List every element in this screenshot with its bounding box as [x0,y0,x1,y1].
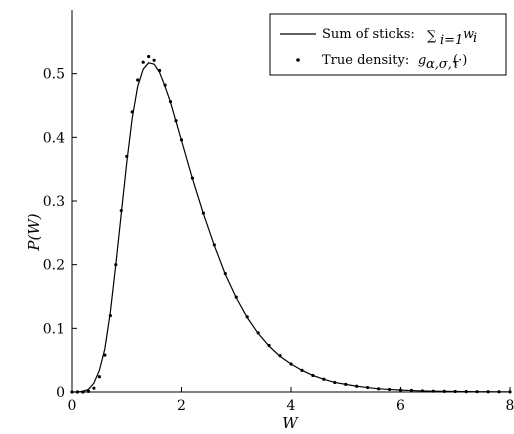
legend: Sum of sticks: ∑ i=1 w i True density: g… [269,13,507,76]
true-density-point [300,368,304,372]
legend-dot-g: g [418,53,426,68]
y-tick-label: 0.1 [43,321,65,337]
true-density-point [81,390,85,394]
true-density-point [201,211,205,215]
legend-line-label: Sum of sticks: [322,27,415,42]
x-tick-label: 6 [396,398,405,414]
y-tick-label: 0.3 [43,194,65,210]
true-density-point [234,295,238,299]
true-density-point [289,362,293,366]
true-density-point [86,389,91,393]
true-density-point [141,60,145,64]
true-density-point [278,354,282,358]
true-density-point [163,83,167,87]
true-density-point [190,176,195,180]
true-density-point [152,58,156,62]
series-layer [70,54,512,394]
true-density-point [223,271,227,276]
true-density-point [486,390,490,394]
legend-dot-g-subscript: α,σ,τ [426,57,460,72]
x-tick-label: 0 [68,398,77,414]
true-density-point [420,389,424,393]
ticks: 0 2 4 6 8 0 0.1 0.2 0.3 0.4 0.5 [43,67,514,414]
true-density-point [508,390,512,394]
true-density-point [168,100,173,104]
true-density-point [174,119,178,123]
true-density-point [147,54,151,59]
x-tick-label: 2 [177,398,186,414]
true-density-point [497,390,501,394]
true-density-point [344,382,348,386]
x-tick-label: 4 [287,398,296,414]
sum-of-sticks-line [72,62,511,393]
true-density-point [333,380,337,385]
x-tick-label: 8 [506,398,514,414]
legend-dot-swatch [296,58,300,62]
true-density-point [97,375,101,379]
true-density-point [256,331,260,335]
true-density-point [366,385,370,390]
true-density-point [409,388,414,393]
true-density-point [179,138,184,142]
true-density-point [212,243,216,247]
true-density-point [355,384,359,388]
true-density-point [398,388,403,392]
legend-dot-label: True density: [322,53,409,68]
legend-line-w: w [463,27,474,42]
legend-dot-arg: (·) [453,53,467,68]
y-tick-label: 0 [56,385,65,401]
true-density-point [119,208,123,213]
true-density-point [245,315,249,319]
true-density-point [158,68,162,73]
y-tick-label: 0.5 [43,67,65,83]
true-density-point [442,389,446,393]
true-density-point [475,390,479,394]
y-axis-label: P(W) [25,213,43,251]
y-tick-label: 0.4 [43,130,65,146]
true-density-point [377,387,381,391]
true-density-point [75,390,80,394]
x-axis-label: W [282,414,299,432]
true-density-point [125,154,129,159]
true-density-point [322,377,326,381]
true-density-point [92,386,96,390]
true-density-point [114,263,118,267]
true-density-point [453,389,457,394]
true-density-point [136,78,140,82]
true-density-point [267,343,271,348]
legend-line-sum-subscript: i=1 [440,33,463,48]
true-density-point [387,387,392,392]
y-tick-label: 0.2 [43,258,65,274]
legend-box [269,13,507,76]
legend-line-w-subscript: i [473,31,477,46]
true-density-point [70,390,74,394]
true-density-point [431,389,435,393]
true-density-point [311,373,315,378]
true-density-point [464,390,468,394]
true-density-point [130,110,134,114]
true-density-point [108,314,112,318]
true-density-point [103,353,107,357]
legend-line-sum-symbol: ∑ [427,29,437,44]
